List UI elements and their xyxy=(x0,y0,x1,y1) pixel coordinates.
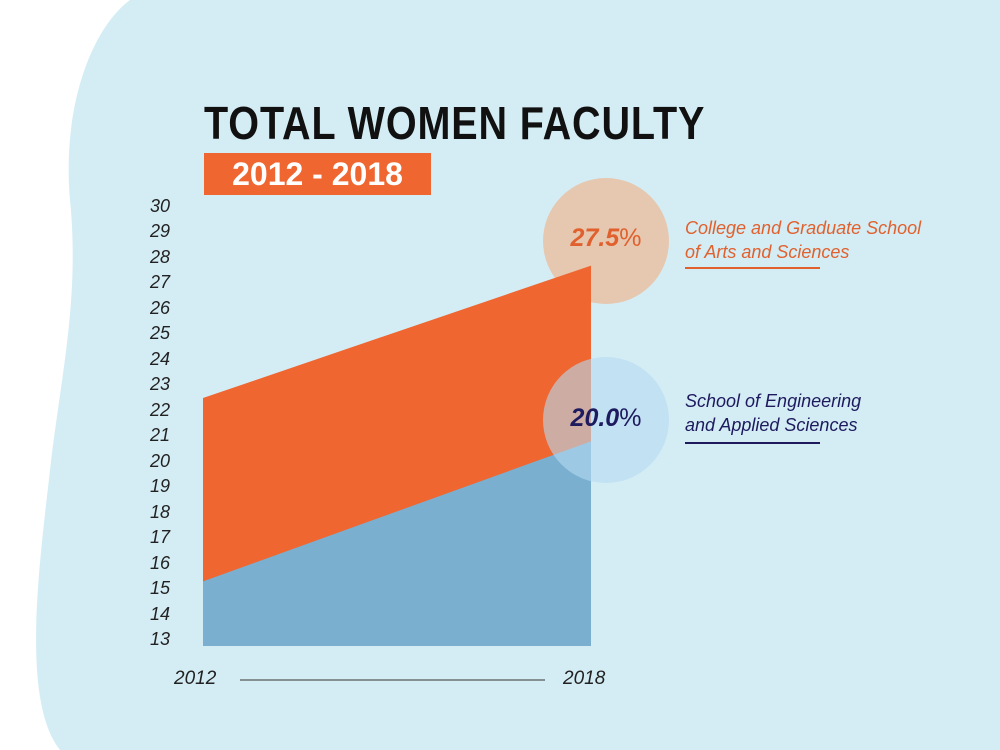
y-tick-label: 30 xyxy=(150,196,171,216)
y-tick-label: 24 xyxy=(150,348,171,369)
y-tick-label: 19 xyxy=(150,476,171,497)
y-tick-label: 18 xyxy=(150,501,171,522)
legend-eng-underline xyxy=(685,442,820,444)
y-tick-label: 29 xyxy=(150,221,171,242)
legend-eng: School of Engineering and Applied Scienc… xyxy=(685,389,861,437)
y-tick-label: 21 xyxy=(150,425,171,446)
y-tick-label: 16 xyxy=(150,552,171,573)
y-tick-label: 15 xyxy=(150,578,171,599)
legend-arts: College and Graduate School of Arts and … xyxy=(685,216,921,264)
eng-highlight-circle xyxy=(543,357,669,483)
legend-text: School of Engineering xyxy=(685,391,862,411)
eng-percent-label: 20.0% xyxy=(570,404,642,432)
y-tick-label: 26 xyxy=(150,297,171,318)
arts-percent-label: 27.5% xyxy=(570,224,642,252)
y-tick-label: 25 xyxy=(150,323,171,344)
chart-subtitle: 2012 - 2018 xyxy=(204,153,431,195)
y-tick-label: 28 xyxy=(150,246,171,267)
y-tick-label: 14 xyxy=(150,603,171,624)
y-tick-label: 17 xyxy=(150,527,171,548)
y-tick-label: 27 xyxy=(150,272,171,293)
y-tick-label: 23 xyxy=(150,374,171,395)
x-tick-label: 2012 xyxy=(174,668,217,689)
engineering-area xyxy=(203,441,591,646)
legend-arts-underline xyxy=(685,267,820,269)
legend-text: and Applied Sciences xyxy=(685,415,858,435)
y-tick-label: 22 xyxy=(150,399,171,420)
legend-text: of Arts and Sciences xyxy=(685,242,850,262)
y-tick-label: 20 xyxy=(150,450,171,471)
chart-title: TOTAL WOMEN FACULTY xyxy=(204,97,706,149)
y-tick-label: 13 xyxy=(150,629,171,649)
legend-text: College and Graduate School xyxy=(685,218,922,238)
x-tick-label: 2018 xyxy=(563,668,606,689)
